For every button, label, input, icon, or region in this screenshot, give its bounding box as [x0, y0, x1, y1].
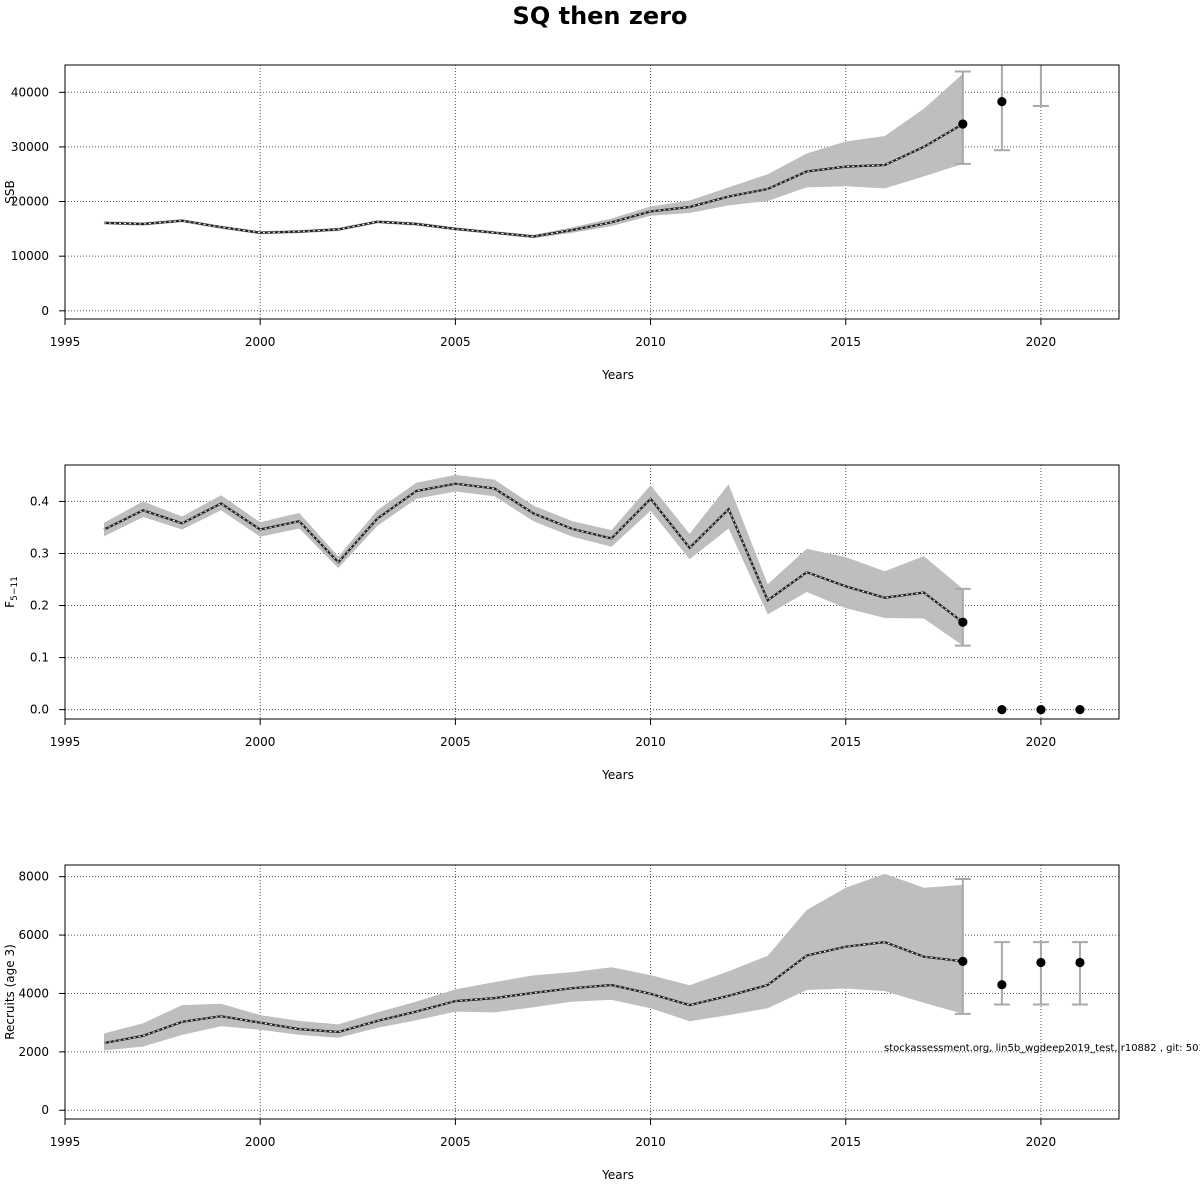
data-point: [958, 956, 968, 966]
plot-area: [103, 44, 1049, 239]
y-tick-label: 0.3: [30, 546, 49, 560]
x-tick-label: 2015: [830, 1135, 861, 1149]
x-axis-label: Years: [601, 368, 634, 382]
y-tick-label: 8000: [18, 870, 49, 884]
chart-title: SQ then zero: [512, 2, 688, 30]
data-point: [958, 119, 968, 129]
error-bar: [1032, 65, 1049, 107]
panel-1: 1995 2000 2005 2010 2015 2020 0 10000 20000 30000…: [3, 44, 1120, 382]
y-tick-label: 0.4: [30, 494, 49, 508]
y-tick-label: 30000: [11, 140, 49, 154]
y-tick-label: 0.1: [30, 651, 49, 665]
gridlines: [65, 65, 1119, 319]
error-bar: [954, 587, 971, 647]
data-point: [1075, 705, 1085, 715]
error-bar: [954, 878, 971, 1015]
confidence-band: [104, 73, 963, 239]
x-tick-label: 2000: [245, 1135, 276, 1149]
y-axis-label: SSB: [3, 180, 17, 203]
x-axis-label: Years: [601, 768, 634, 782]
x-tick-label: 1995: [50, 735, 81, 749]
x-tick-label: 2000: [245, 335, 276, 349]
x-tick-label: 1995: [50, 335, 81, 349]
estimate-line-dash: [103, 941, 963, 1044]
data-point: [997, 980, 1007, 990]
y-tick-label: 0.0: [30, 703, 49, 717]
x-tick-label: 2000: [245, 735, 276, 749]
y-tick-label: 6000: [18, 928, 49, 942]
confidence-band: [104, 474, 963, 646]
x-tick-label: 2020: [1026, 335, 1057, 349]
panel-2: 1995 2000 2005 2010 2015 2020 0.0 0.1 0.2 0.3 0.4 Y…: [3, 464, 1120, 782]
y-tick-label: 0: [41, 304, 49, 318]
x-tick-label: 2005: [440, 735, 471, 749]
error-bar: [954, 70, 971, 165]
x-tick-label: 2005: [440, 1135, 471, 1149]
estimate-line: [103, 123, 964, 238]
x-tick-label: 2015: [830, 335, 861, 349]
plot-frame: [64, 464, 1120, 720]
x-tick-label: 2020: [1026, 735, 1057, 749]
data-point: [997, 96, 1007, 107]
data-point: [1075, 957, 1085, 968]
y-axis-label-subscript: 5−11: [10, 576, 20, 601]
plot-area: [103, 474, 1085, 715]
data-point: [958, 617, 968, 627]
error-bar: [1032, 941, 1049, 1006]
x-tick-label: 2010: [635, 1135, 666, 1149]
y-tick-label: 4000: [18, 986, 49, 1000]
plot-frame: [64, 864, 1120, 1120]
x-tick-label: 1995: [50, 1135, 81, 1149]
footnote: stockassessment.org, lin5b_wgdeep2019_te…: [884, 1043, 1200, 1054]
x-tick-label: 2005: [440, 335, 471, 349]
data-point: [1036, 705, 1046, 715]
y-axis-label: F5−11: [3, 576, 20, 608]
plot-area: [103, 873, 1088, 1051]
y-tick-label: 0.2: [30, 599, 49, 613]
y-tick-label: 0: [41, 1103, 49, 1117]
y-tick-label: 2000: [18, 1045, 49, 1059]
confidence-band: [104, 873, 963, 1051]
x-tick-label: 2010: [635, 735, 666, 749]
x-tick-label: 2010: [635, 335, 666, 349]
data-point: [1036, 957, 1046, 968]
y-tick-label: 20000: [11, 195, 49, 209]
panel-3: 1995 2000 2005 2010 2015 2020 0 2000 4000 6000 800…: [3, 864, 1120, 1182]
x-axis-label: Years: [601, 1168, 634, 1182]
y-axis-label: Recruits (age 3): [3, 944, 17, 1040]
error-bar: [1071, 941, 1088, 1006]
y-tick-label: 10000: [11, 249, 49, 263]
y-tick-label: 40000: [11, 85, 49, 99]
x-tick-label: 2015: [830, 735, 861, 749]
data-point: [997, 705, 1007, 715]
estimate-line-dash: [103, 483, 964, 623]
data-point: [1036, 44, 1045, 53]
error-bar: [993, 941, 1010, 1006]
plot-frame: [64, 64, 1120, 320]
x-tick-label: 2020: [1026, 1135, 1057, 1149]
